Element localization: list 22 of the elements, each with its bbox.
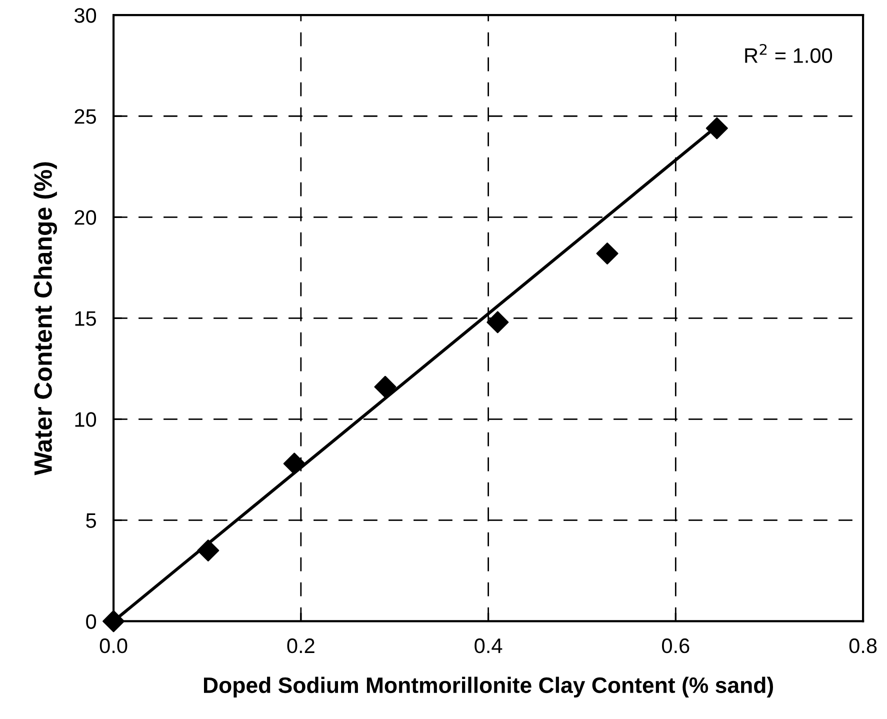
x-tick-label: 0.4 [474, 638, 502, 654]
y-tick-label: 0 [86, 614, 96, 629]
point [197, 540, 220, 562]
y-tick-label: 5 [86, 513, 96, 528]
point [706, 117, 728, 140]
point [283, 452, 306, 475]
point [102, 610, 125, 632]
point [374, 376, 396, 398]
point [596, 242, 618, 264]
y-tick-label: 25 [74, 109, 96, 124]
x-tick-label: 0.2 [287, 638, 314, 654]
x-tick-label: 0.8 [849, 638, 877, 654]
x-axis-title: Doped Sodium Montmorillonite Clay Content (% sand) [204, 676, 773, 698]
y-tick-label: 20 [74, 210, 96, 225]
x-tick-label: 0.0 [100, 638, 128, 654]
annotation: R$^{2}$ = 1.00 [745, 44, 832, 63]
y-tick-label: 10 [75, 412, 96, 427]
y-axis-title: Water Content Change (%) [34, 162, 58, 476]
point [486, 311, 509, 334]
y-tick-label: 30 [74, 8, 96, 23]
y-tick-label: 15 [75, 311, 96, 326]
x-tick-label: 0.6 [662, 638, 690, 654]
